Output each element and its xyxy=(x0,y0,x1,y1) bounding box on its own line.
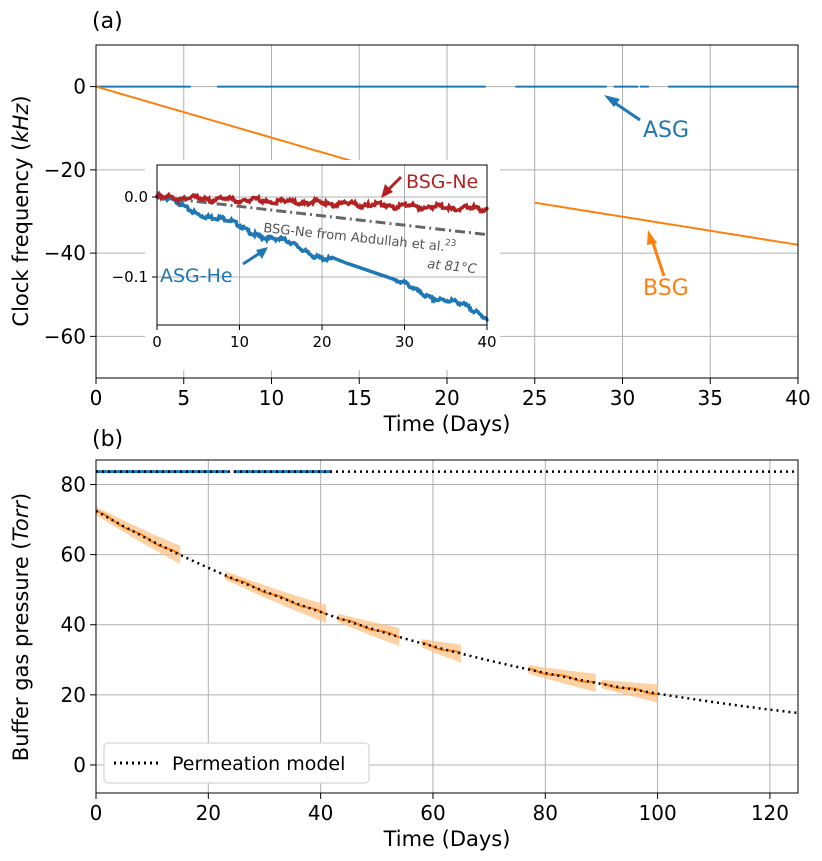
panel-b-xtick-label: 80 xyxy=(533,801,558,825)
bsg-ne-scatter xyxy=(155,190,489,214)
bsg-frequency-line xyxy=(534,201,799,246)
inset-xtick-label: 40 xyxy=(477,333,496,351)
panel-b: (b) 0 20 40 60 80 100 120 0 20 40 60 80 Time (Days)… xyxy=(9,427,799,851)
bsg-arrow-head xyxy=(647,230,657,245)
bsg-pressure-band xyxy=(528,665,596,692)
asg-he-arrow-head xyxy=(256,247,268,259)
panel-b-label: (b) xyxy=(92,427,123,452)
panel-b-xtick-label: 100 xyxy=(639,801,677,825)
panel-a-xlabel: Time (Days) xyxy=(383,412,511,436)
inset-ytick-label: 0.0 xyxy=(124,188,148,206)
bsg-arrow-shaft xyxy=(650,239,666,277)
panel-b-data xyxy=(95,470,799,715)
panel-a-annotations: ASG BSG xyxy=(604,95,689,301)
panel-b-ytick-label: 20 xyxy=(61,683,86,707)
panel-a-ytick-label: −60 xyxy=(44,324,86,348)
inset-xtick-label: 0 xyxy=(152,333,162,351)
inset-xtick-label: 10 xyxy=(230,333,249,351)
panel-b-grid xyxy=(95,460,798,793)
asg-arrow-head xyxy=(604,95,620,107)
panel-a-xtick-label: 5 xyxy=(177,386,190,410)
panel-a-data xyxy=(95,85,799,246)
panel-a-xtick-label: 35 xyxy=(698,386,723,410)
panel-b-ytick-label: 60 xyxy=(61,543,86,567)
panel-a-ylabel: Clock frequency (kHz) xyxy=(9,95,33,326)
bsg-ne-arrow-head xyxy=(381,184,393,198)
legend-label: Permeation model xyxy=(172,753,345,775)
panel-a-xtick-label: 0 xyxy=(90,386,103,410)
legend-box xyxy=(103,742,370,784)
panel-a-ytick-label: −20 xyxy=(44,158,86,182)
panel-a-xtick-label: 40 xyxy=(785,386,810,410)
panel-b-ytick-label: 80 xyxy=(61,473,86,497)
panel-a-label: (a) xyxy=(92,9,123,34)
bsg-frequency-line xyxy=(95,85,369,167)
reference-label-line2: at 81°C xyxy=(427,257,479,277)
inset-grid xyxy=(156,165,488,325)
asg-he-label: ASG-He xyxy=(160,265,233,287)
panel-b-ytick-label: 0 xyxy=(73,753,86,777)
panel-a-xtick-label: 10 xyxy=(259,386,284,410)
inset-xtick-label: 30 xyxy=(395,333,414,351)
asg-he-scatter xyxy=(155,191,489,322)
panel-a-xtick-label: 25 xyxy=(522,386,547,410)
bsg-pressure-band xyxy=(337,613,400,647)
asg-arrow-shaft xyxy=(611,99,641,122)
bsg-pressure-line xyxy=(95,509,181,556)
panel-a-ytick-label: −40 xyxy=(44,241,86,265)
panel-b-ticks: 0 20 40 60 80 100 120 0 20 40 60 80 xyxy=(61,473,789,825)
legend: Permeation model xyxy=(103,742,370,784)
panel-a-xtick-label: 30 xyxy=(610,386,635,410)
inset-data xyxy=(155,190,489,322)
panel-a: (a) 0 5 10 15 20 25 30 35 40 0 −20 −40 −60 Time (Day… xyxy=(9,9,811,436)
inset-chart: 0 10 20 30 400.0−0.1 BSG-Ne ASG-He BSG-Ne fr… xyxy=(112,160,500,370)
panel-b-xtick-label: 120 xyxy=(751,801,789,825)
inset-ytick-label: −0.1 xyxy=(112,268,148,286)
panel-b-xlabel: Time (Days) xyxy=(383,827,511,851)
bsg-annotation-label: BSG xyxy=(643,276,689,301)
permeation-model-bsg xyxy=(95,509,799,715)
panel-a-xtick-label: 20 xyxy=(434,386,459,410)
bsg-ne-label: BSG-Ne xyxy=(406,171,478,193)
panel-b-xtick-label: 20 xyxy=(196,801,221,825)
panel-a-ticks: 0 5 10 15 20 25 30 35 40 0 −20 −40 −60 xyxy=(44,75,811,410)
panel-b-xtick-label: 0 xyxy=(90,801,103,825)
panel-b-ylabel: Buffer gas pressure (Torr) xyxy=(9,493,33,761)
panel-b-frame xyxy=(95,459,799,794)
inset-ticks: 0 10 20 30 40 0.0 −0.1 xyxy=(112,188,497,351)
panel-b-ytick-label: 40 xyxy=(61,613,86,637)
asg-he-arrow-shaft xyxy=(242,251,261,266)
asg-annotation-label: ASG xyxy=(643,118,689,143)
panel-a-xtick-label: 15 xyxy=(347,386,372,410)
panel-a-ytick-label: 0 xyxy=(73,75,86,99)
panel-b-xtick-label: 40 xyxy=(308,801,333,825)
bsg-ne-arrow-shaft xyxy=(386,175,403,192)
bsg-pressure-band xyxy=(601,679,658,703)
inset-xtick-label: 20 xyxy=(312,333,331,351)
panel-b-xtick-label: 60 xyxy=(420,801,445,825)
